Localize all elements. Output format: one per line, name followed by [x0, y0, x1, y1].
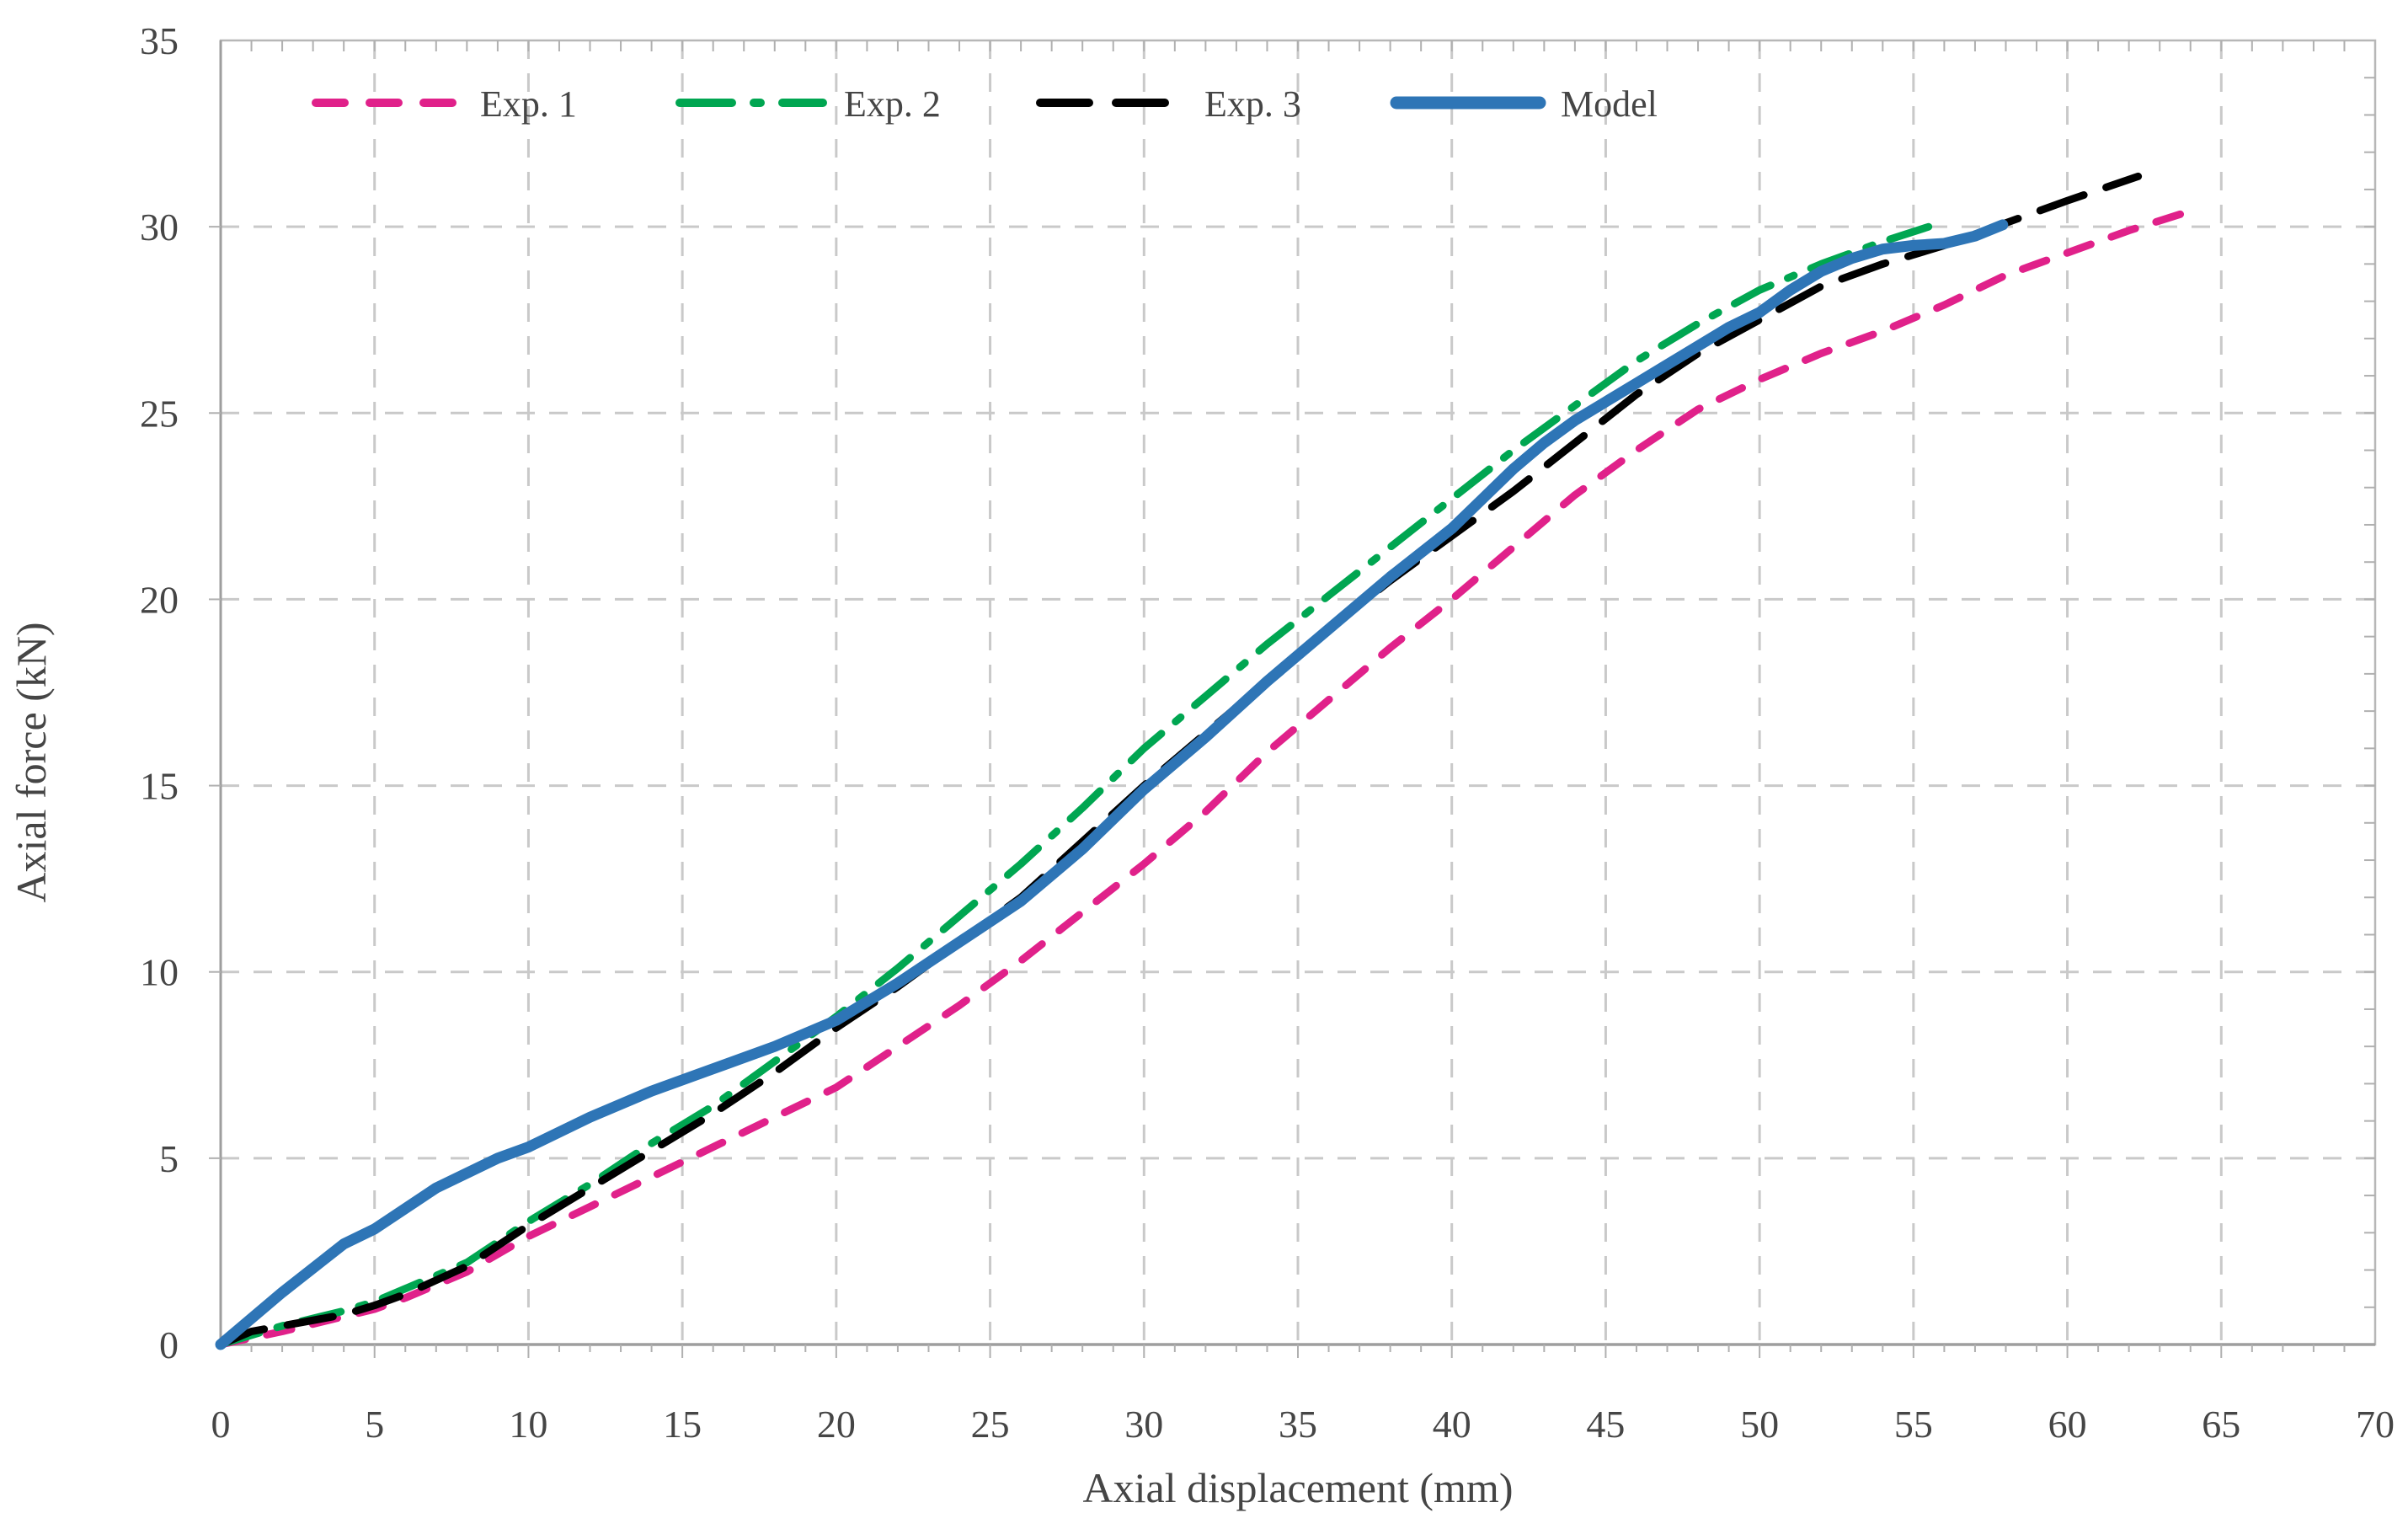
x-tick-label: 70	[2356, 1403, 2395, 1446]
legend-label-4: Model	[1561, 83, 1658, 125]
x-tick-label: 55	[1894, 1403, 1933, 1446]
x-tick-label: 5	[365, 1403, 384, 1446]
x-tick-label: 0	[211, 1403, 231, 1446]
label-layer: Axial displacement (mm) Axial force (kN)…	[8, 19, 2395, 1511]
y-tick-label: 10	[140, 951, 179, 994]
legend-label-3: Exp. 3	[1204, 83, 1301, 125]
series-line-exp-1	[216, 204, 2204, 1349]
y-tick-label: 15	[140, 765, 179, 808]
x-tick-label: 65	[2202, 1403, 2240, 1446]
x-tick-label: 45	[1586, 1403, 1625, 1446]
y-tick-label: 5	[159, 1137, 179, 1180]
y-tick-label: 35	[140, 19, 179, 62]
grid-layer	[221, 40, 2375, 1345]
x-tick-label: 60	[2048, 1403, 2087, 1446]
series-line-model	[215, 219, 2009, 1350]
x-axis-title: Axial displacement (mm)	[1083, 1464, 1514, 1511]
x-tick-label: 35	[1279, 1403, 1317, 1446]
x-tick-label: 50	[1740, 1403, 1779, 1446]
legend: Exp. 1 Exp. 2 Exp. 3 Model	[312, 83, 1658, 125]
series-layer	[215, 172, 2204, 1350]
x-tick-label: 15	[663, 1403, 702, 1446]
axis-layer	[209, 39, 2377, 1358]
x-tick-label: 30	[1124, 1403, 1163, 1446]
x-tick-label: 25	[971, 1403, 1010, 1446]
y-tick-label: 30	[140, 206, 179, 249]
y-tick-label: 20	[140, 578, 179, 621]
legend-label-2: Exp. 2	[844, 83, 941, 125]
x-tick-label: 40	[1433, 1403, 1471, 1446]
y-axis-title: Axial force (kN)	[8, 622, 55, 902]
plot-border	[219, 39, 2377, 1346]
x-tick-label: 10	[509, 1403, 547, 1446]
y-tick-label: 0	[159, 1323, 179, 1366]
x-tick-label: 20	[817, 1403, 856, 1446]
y-tick-label: 25	[140, 392, 179, 435]
legend-label-1: Exp. 1	[480, 83, 577, 125]
